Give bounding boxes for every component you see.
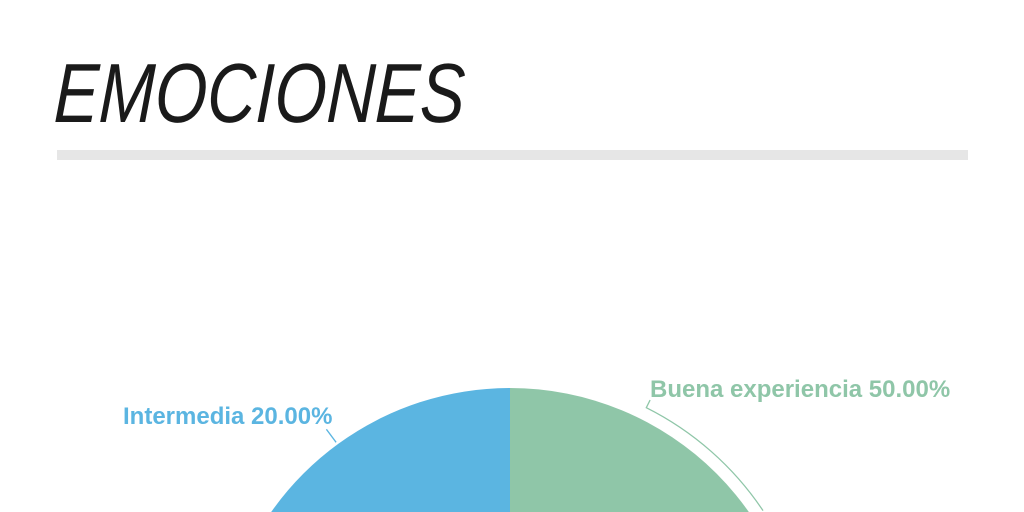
svg-text:Buena experiencia 50.00%: Buena experiencia 50.00% <box>650 376 950 403</box>
svg-text:Intermedia 20.00%: Intermedia 20.00% <box>123 403 332 430</box>
